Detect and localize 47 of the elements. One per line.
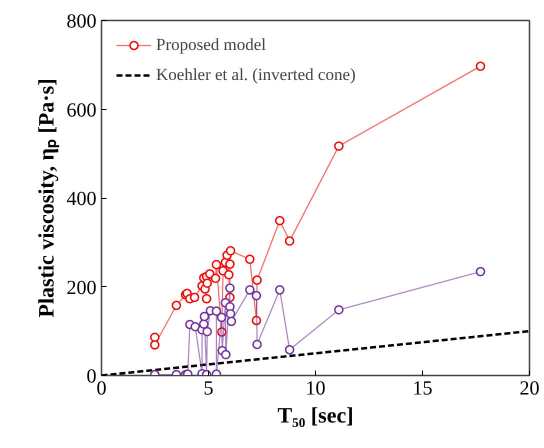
x-tick-label: 15 <box>412 378 432 400</box>
point <box>200 312 210 322</box>
point <box>226 246 236 256</box>
point <box>221 350 231 360</box>
y-tick-label: 600 <box>66 99 96 122</box>
point <box>252 340 262 350</box>
x-tick-label: 20 <box>520 378 540 400</box>
point <box>217 327 227 337</box>
point <box>226 309 236 319</box>
point <box>334 305 344 315</box>
point <box>150 332 160 342</box>
y-tick-label: 800 <box>66 10 96 32</box>
point <box>476 61 486 71</box>
y-tick-label: 200 <box>66 276 96 299</box>
point <box>252 316 262 326</box>
point <box>150 340 160 350</box>
point <box>212 260 222 270</box>
y-axis-title: Plastic viscosity, ηₚ [Pa·s] <box>34 78 60 318</box>
legend-label: Koehler et al. (inverted cone) <box>156 65 356 85</box>
point <box>225 259 235 269</box>
point <box>226 316 236 326</box>
x-tick-label: 10 <box>306 378 326 400</box>
point <box>202 326 212 336</box>
point <box>202 294 212 304</box>
point <box>252 290 262 300</box>
y-tick-label: 400 <box>66 188 96 210</box>
point <box>210 274 220 284</box>
x-axis-title: T₅₀ [sec] <box>277 402 354 428</box>
point <box>334 141 344 151</box>
point <box>275 216 285 226</box>
point <box>190 292 200 302</box>
point <box>275 285 285 295</box>
point <box>202 278 212 288</box>
point <box>476 266 486 276</box>
legend-label: Proposed model <box>156 35 266 55</box>
point <box>225 283 235 293</box>
point <box>172 300 182 310</box>
point <box>284 236 294 246</box>
point <box>245 285 255 295</box>
point <box>284 345 294 355</box>
point <box>212 306 222 316</box>
point <box>224 270 234 280</box>
point <box>245 254 255 264</box>
x-tick-label: 5 <box>204 378 214 400</box>
point <box>252 275 262 285</box>
point <box>190 322 200 332</box>
point <box>216 312 226 322</box>
